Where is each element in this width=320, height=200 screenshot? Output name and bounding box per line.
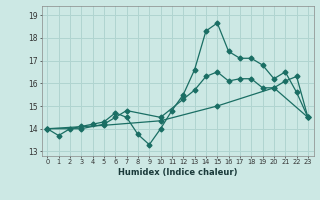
X-axis label: Humidex (Indice chaleur): Humidex (Indice chaleur) [118, 168, 237, 177]
